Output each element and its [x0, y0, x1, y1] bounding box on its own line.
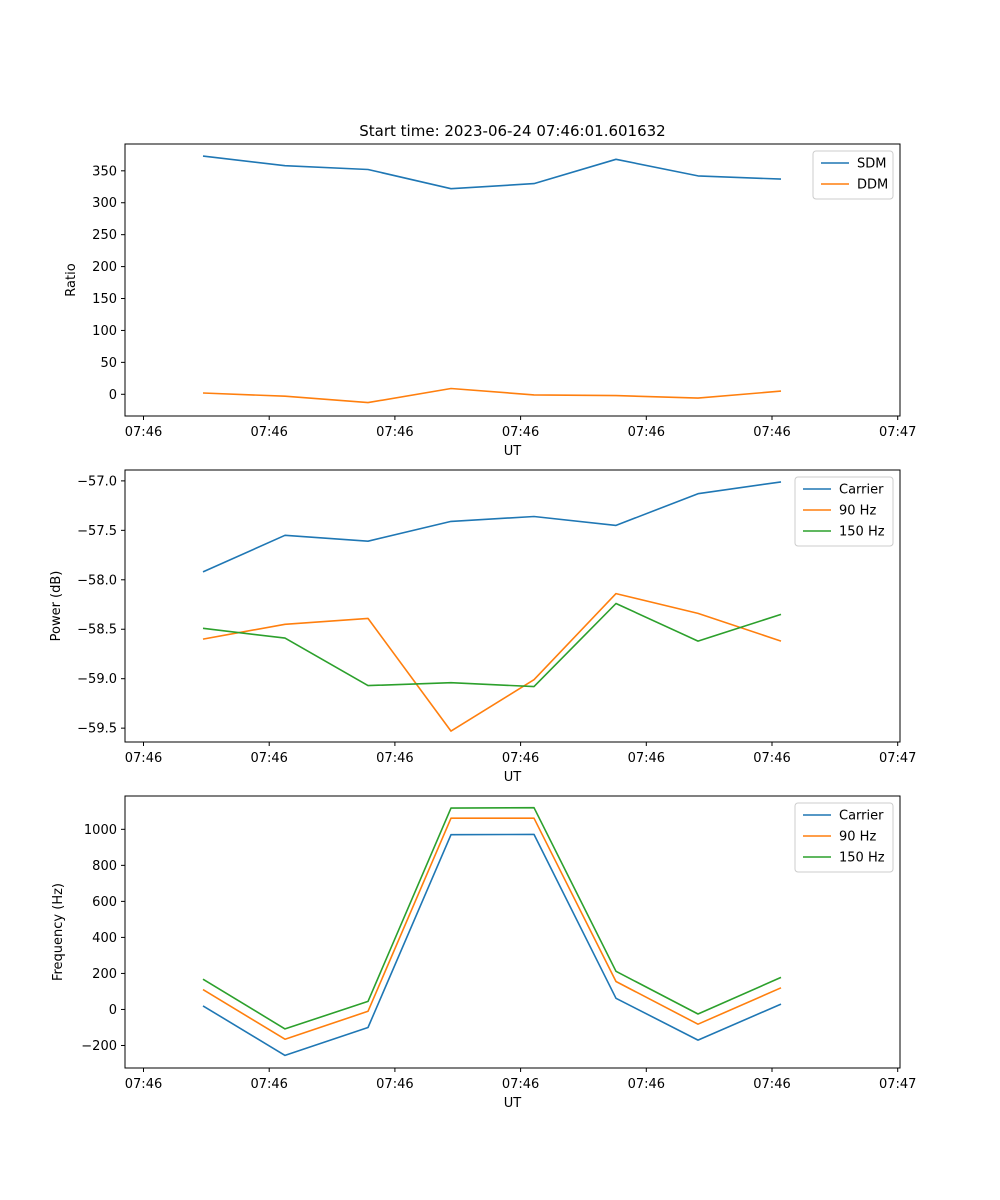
- y-tick-label: 400: [92, 931, 117, 946]
- y-tick-label: 200: [92, 260, 117, 275]
- y-tick-label: 600: [92, 895, 117, 910]
- x-tick-label: 07:46: [628, 425, 665, 440]
- y-tick-label: 100: [92, 324, 117, 339]
- series-line-sdm: [202, 155, 782, 190]
- x-tick-label: 07:47: [879, 425, 916, 440]
- y-tick-label: 800: [92, 859, 117, 874]
- x-tick-label: 07:46: [376, 1077, 413, 1092]
- y-tick-label: 50: [100, 356, 117, 371]
- chart-title: Start time: 2023-06-24 07:46:01.601632: [359, 122, 665, 140]
- y-tick-label: 0: [109, 1003, 117, 1018]
- series-line-carrier: [202, 833, 782, 1057]
- legend-label: 90 Hz: [839, 504, 876, 519]
- x-tick-label: 07:46: [250, 751, 287, 766]
- subplot-1: 0 50 100 150 200 250 300 350 07:46 07:46 07:46 07:4…: [64, 143, 916, 459]
- series-line-90-hz: [202, 592, 782, 732]
- legend-label: 150 Hz: [839, 851, 885, 866]
- y-tick-label: −58.5: [77, 623, 117, 638]
- x-tick-label: 07:47: [879, 751, 916, 766]
- x-tick-label: 07:46: [250, 1077, 287, 1092]
- x-tick-label: 07:46: [376, 751, 413, 766]
- y-tick-label: 300: [92, 196, 117, 211]
- x-tick-label: 07:46: [753, 1077, 790, 1092]
- legend-box: [794, 476, 894, 547]
- y-tick-label: −59.5: [77, 722, 117, 737]
- y-tick-label: 1000: [84, 823, 117, 838]
- x-tick-label: 07:46: [125, 425, 162, 440]
- legend: SDM DDM: [812, 150, 894, 200]
- series-line-carrier: [202, 481, 782, 573]
- series-line-90-hz: [202, 817, 782, 1040]
- x-tick-label: 07:46: [502, 1077, 539, 1092]
- legend-label: DDM: [857, 178, 888, 193]
- legend-box: [794, 802, 894, 873]
- x-axis-label: UT: [504, 1096, 522, 1111]
- series-line-150-hz: [202, 602, 782, 688]
- legend-label: SDM: [857, 157, 886, 172]
- x-axis-label: UT: [504, 444, 522, 459]
- x-axis-label: UT: [504, 770, 522, 785]
- x-tick-label: 07:46: [753, 425, 790, 440]
- legend: Carrier 90 Hz 150 Hz: [794, 802, 894, 873]
- series-line-150-hz: [202, 806, 782, 1030]
- x-tick-label: 07:46: [250, 425, 287, 440]
- subplot-2: −59.5 −59.0 −58.5 −58.0 −57.5 −57.0 07:46 07:46…: [49, 469, 916, 785]
- x-tick-label: 07:46: [502, 751, 539, 766]
- legend-label: Carrier: [839, 809, 884, 824]
- y-tick-label: −57.5: [77, 524, 117, 539]
- y-tick-label: −58.0: [77, 573, 117, 588]
- y-tick-label: −57.0: [77, 474, 117, 489]
- x-tick-label: 07:46: [628, 751, 665, 766]
- y-tick-label: 0: [109, 388, 117, 403]
- x-tick-label: 07:47: [879, 1077, 916, 1092]
- x-tick-label: 07:46: [125, 751, 162, 766]
- x-tick-label: 07:46: [376, 425, 413, 440]
- y-tick-label: 200: [92, 967, 117, 982]
- y-axis-label: Frequency (Hz): [51, 883, 66, 981]
- plot-frame: [124, 795, 901, 1069]
- y-tick-label: 350: [92, 164, 117, 179]
- plot-frame: [124, 469, 901, 743]
- x-tick-label: 07:46: [753, 751, 790, 766]
- x-tick-label: 07:46: [502, 425, 539, 440]
- y-tick-label: 150: [92, 292, 117, 307]
- legend-label: 90 Hz: [839, 830, 876, 845]
- subplot-3: −200 0 200 400 600 800 1000 07:46 07:46 07:46 07:4…: [51, 795, 916, 1111]
- plot-frame: [124, 143, 901, 417]
- legend-label: Carrier: [839, 483, 884, 498]
- y-tick-label: −59.0: [77, 672, 117, 687]
- x-tick-label: 07:46: [125, 1077, 162, 1092]
- y-axis-label: Power (dB): [49, 571, 64, 642]
- series-line-ddm: [202, 387, 782, 404]
- y-tick-label: −200: [81, 1039, 117, 1054]
- x-tick-label: 07:46: [628, 1077, 665, 1092]
- y-tick-label: 250: [92, 228, 117, 243]
- legend-label: 150 Hz: [839, 525, 885, 540]
- y-axis-label: Ratio: [64, 263, 79, 296]
- legend: Carrier 90 Hz 150 Hz: [794, 476, 894, 547]
